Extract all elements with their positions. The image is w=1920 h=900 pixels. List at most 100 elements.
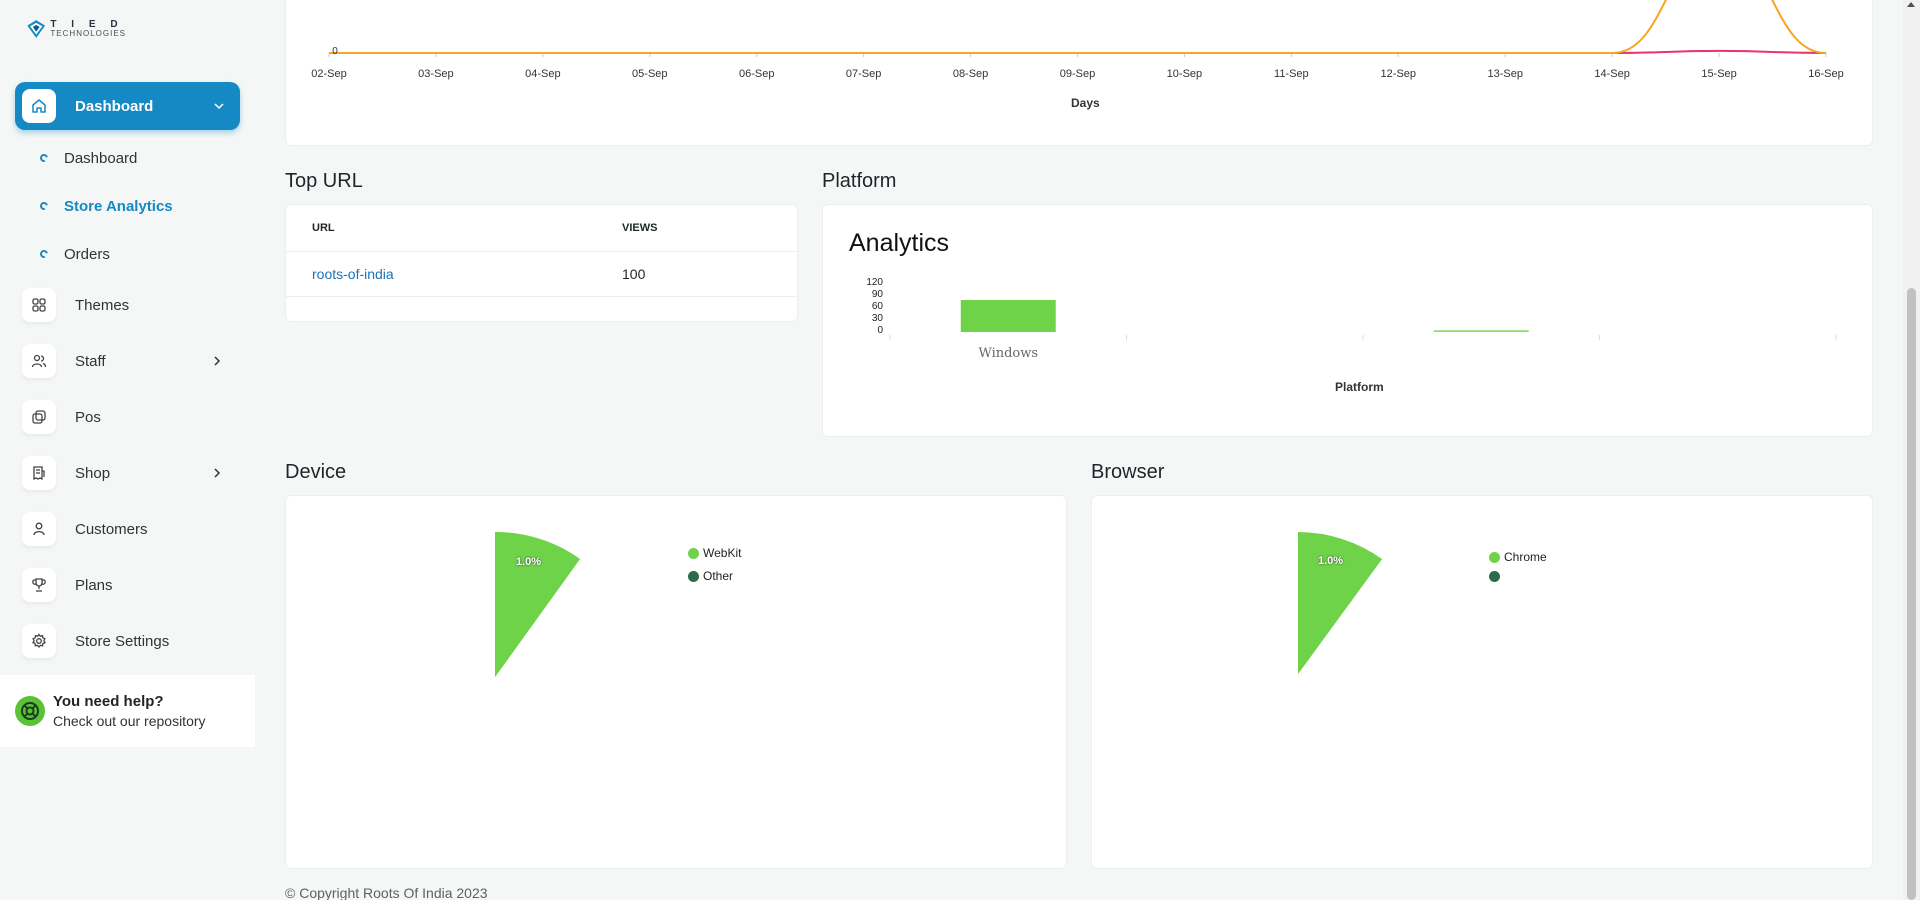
legend-swatch bbox=[1489, 571, 1500, 582]
footer-copyright: © Copyright Roots Of India 2023 bbox=[285, 885, 488, 900]
page-scrollbar[interactable] bbox=[1903, 0, 1920, 900]
legend-swatch bbox=[688, 547, 699, 559]
nav-label: Staff bbox=[75, 352, 106, 370]
nav-plans[interactable]: Plans bbox=[22, 566, 242, 604]
legend-item-webkit[interactable]: WebKit bbox=[688, 546, 741, 560]
column-header-url: URL bbox=[286, 205, 596, 252]
platform-bar-chart bbox=[889, 300, 1837, 340]
browser-title: Browser bbox=[1091, 461, 1165, 483]
browser-slice-label: 1.0% bbox=[1318, 555, 1344, 567]
column-header-views: VIEWS bbox=[596, 205, 797, 252]
legend-item-chrome[interactable]: Chrome bbox=[1489, 550, 1547, 564]
y-tick-label: 30 bbox=[871, 313, 883, 324]
scrollbar-thumb[interactable] bbox=[1907, 288, 1916, 900]
nav-label: Plans bbox=[75, 576, 113, 594]
platform-x-axis-title: Platform bbox=[1335, 380, 1384, 394]
legend-swatch bbox=[688, 570, 699, 582]
legend-item-other[interactable]: Other bbox=[688, 569, 733, 583]
x-tick-label: 10-Sep bbox=[1166, 68, 1203, 80]
nav-dashboard-label: Dashboard bbox=[75, 97, 154, 115]
table-header-row: URL VIEWS bbox=[286, 205, 797, 252]
subnav-dashboard[interactable]: Dashboard bbox=[38, 148, 138, 168]
platform-section-title: Platform bbox=[822, 170, 897, 192]
top-url-title: Top URL bbox=[285, 170, 363, 192]
platform-bar[interactable] bbox=[960, 300, 1056, 332]
grid-icon bbox=[22, 288, 56, 322]
nav-store-settings[interactable]: Store Settings bbox=[22, 622, 242, 660]
chevron-down-icon bbox=[214, 103, 224, 110]
url-link[interactable]: roots-of-india bbox=[286, 251, 596, 297]
platform-card: Analytics 120 90 60 30 0 Windows Platform bbox=[822, 204, 1873, 437]
x-tick-label: 14-Sep bbox=[1594, 68, 1630, 80]
legend-label: Chrome bbox=[1504, 550, 1547, 564]
nav-customers[interactable]: Customers bbox=[22, 510, 242, 548]
x-tick-label: 07-Sep bbox=[845, 68, 882, 80]
y-tick-label: 90 bbox=[871, 289, 883, 300]
sidebar: T I E D TECHNOLOGIES Dashboard Dashboard… bbox=[0, 0, 255, 900]
legend-swatch bbox=[1489, 551, 1500, 563]
y-tick-label: 0 bbox=[877, 325, 883, 336]
nav-dashboard[interactable]: Dashboard bbox=[15, 82, 240, 130]
views-cell: 100 bbox=[596, 251, 797, 297]
trophy-icon bbox=[22, 568, 56, 602]
nav-shop[interactable]: Shop bbox=[22, 454, 242, 492]
x-category-label: Windows bbox=[978, 346, 1039, 361]
lifebuoy-icon bbox=[15, 696, 45, 726]
x-tick-label: 02-Sep bbox=[311, 68, 347, 80]
bullet-icon bbox=[38, 152, 50, 164]
brand-logo[interactable]: T I E D TECHNOLOGIES bbox=[26, 12, 126, 46]
x-tick-label: 12-Sep bbox=[1380, 68, 1417, 80]
subnav-label: Orders bbox=[64, 245, 110, 263]
device-title: Device bbox=[285, 461, 347, 483]
help-title: You need help? bbox=[53, 693, 164, 710]
y-tick-label: 120 bbox=[866, 277, 883, 288]
top-url-table: URL VIEWS roots-of-india 100 bbox=[286, 205, 797, 297]
x-tick-label: 16-Sep bbox=[1808, 68, 1844, 80]
line-chart bbox=[328, 0, 1827, 57]
nav-label: Shop bbox=[75, 464, 111, 482]
help-subtitle[interactable]: Check out our repository bbox=[53, 713, 206, 729]
bullet-icon bbox=[38, 200, 50, 212]
device-slice-label: 1.0% bbox=[516, 556, 542, 568]
subnav-label: Store Analytics bbox=[64, 197, 173, 215]
subnav-label: Dashboard bbox=[64, 149, 138, 167]
home-icon bbox=[22, 89, 56, 123]
x-axis-title: Days bbox=[1071, 96, 1100, 110]
chevron-right-icon bbox=[214, 468, 221, 478]
scroll-up-arrow-icon[interactable] bbox=[1907, 2, 1915, 7]
browser-card: 1.0% Chrome bbox=[1091, 495, 1873, 869]
nav-pos[interactable]: Pos bbox=[22, 398, 242, 436]
y-tick-label: 60 bbox=[871, 301, 883, 312]
platform-chart-title: Analytics bbox=[849, 229, 950, 257]
browser-pie-chart bbox=[1298, 532, 1382, 674]
nav-label: Store Settings bbox=[75, 632, 170, 650]
copy-icon bbox=[22, 400, 56, 434]
bullet-icon bbox=[38, 248, 50, 260]
gear-icon bbox=[22, 624, 56, 658]
nav-staff[interactable]: Staff bbox=[22, 342, 242, 380]
help-box[interactable]: You need help? Check out our repository bbox=[0, 675, 255, 747]
chevron-right-icon bbox=[214, 356, 221, 366]
subnav-store-analytics[interactable]: Store Analytics bbox=[38, 196, 173, 216]
x-tick-label: 08-Sep bbox=[952, 68, 989, 80]
nav-themes[interactable]: Themes bbox=[22, 286, 242, 324]
nav-label: Customers bbox=[75, 520, 148, 538]
device-pie-tail bbox=[495, 532, 580, 677]
nav-label: Themes bbox=[75, 296, 130, 314]
legend-label: Other bbox=[703, 569, 734, 583]
x-tick-label: 11-Sep bbox=[1274, 68, 1309, 80]
legend-label: WebKit bbox=[703, 546, 742, 560]
x-tick-label: 04-Sep bbox=[525, 68, 561, 80]
receipt-icon bbox=[22, 456, 56, 490]
visitors-line-chart-card: 0 02-Sep 03-Sep 04-Sep 05-Sep 06-Sep 07-Sep 08-… bbox=[285, 0, 1873, 146]
subnav-orders[interactable]: Orders bbox=[38, 244, 110, 264]
y-tick-label: 0 bbox=[332, 46, 338, 57]
users-icon bbox=[22, 344, 56, 378]
logo-line2: TECHNOLOGIES bbox=[50, 29, 126, 38]
nav-label: Pos bbox=[75, 408, 101, 426]
x-tick-label: 09-Sep bbox=[1059, 68, 1096, 80]
user-icon bbox=[22, 512, 56, 546]
x-tick-label: 06-Sep bbox=[738, 68, 775, 80]
x-tick-label: 03-Sep bbox=[418, 68, 454, 80]
legend-item-unnamed[interactable] bbox=[1489, 571, 1504, 582]
